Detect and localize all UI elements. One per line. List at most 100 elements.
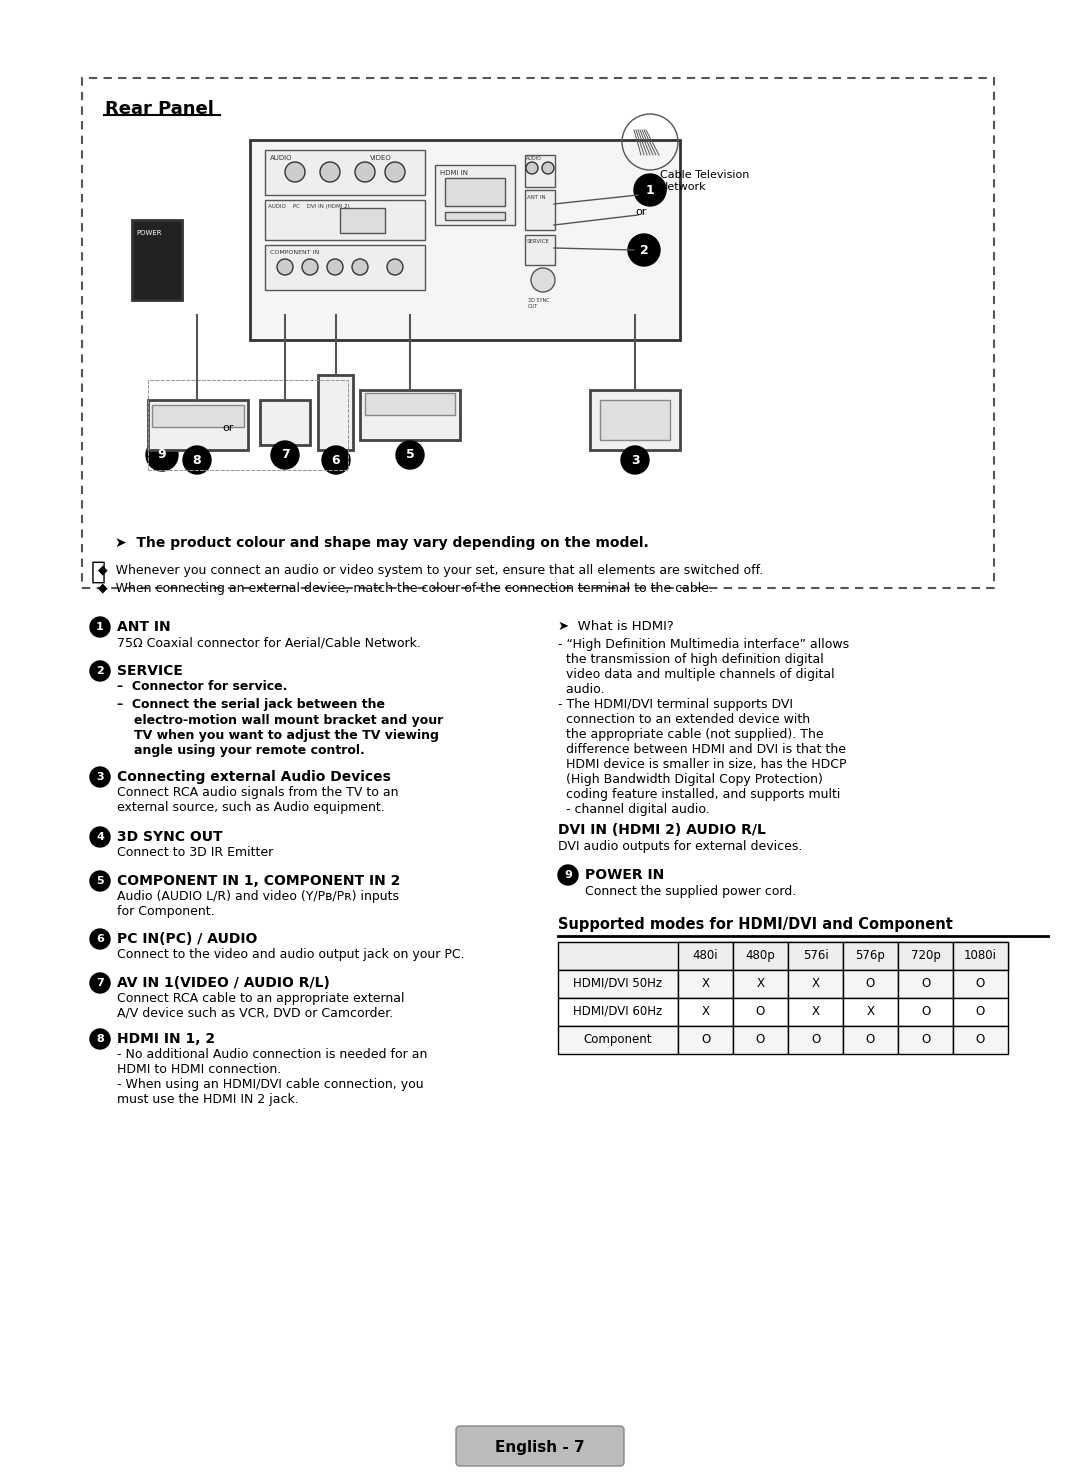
Text: Supported modes for HDMI/DVI and Component: Supported modes for HDMI/DVI and Compone… xyxy=(558,917,953,932)
Text: 2: 2 xyxy=(639,244,648,256)
Circle shape xyxy=(90,827,110,847)
Text: COMPONENT IN: COMPONENT IN xyxy=(270,250,320,254)
Text: Component: Component xyxy=(584,1032,652,1046)
Text: SERVICE: SERVICE xyxy=(527,240,550,244)
Text: 2: 2 xyxy=(96,666,104,676)
Bar xyxy=(733,942,788,970)
Bar xyxy=(148,399,248,450)
Circle shape xyxy=(621,447,649,473)
Circle shape xyxy=(542,163,554,175)
Text: Connect RCA audio signals from the TV to an: Connect RCA audio signals from the TV to… xyxy=(117,785,399,799)
Text: X: X xyxy=(811,1006,820,1018)
Text: 576p: 576p xyxy=(855,950,886,961)
Text: 3D SYNC
OUT: 3D SYNC OUT xyxy=(528,297,550,309)
Text: 5: 5 xyxy=(96,876,104,886)
Circle shape xyxy=(396,441,424,469)
Text: 9: 9 xyxy=(158,448,166,461)
Text: O: O xyxy=(866,978,875,989)
Text: 1080i: 1080i xyxy=(964,950,997,961)
Text: O: O xyxy=(811,1032,820,1046)
Text: COMPONENT IN 1, COMPONENT IN 2: COMPONENT IN 1, COMPONENT IN 2 xyxy=(117,874,401,887)
Text: electro-motion wall mount bracket and your: electro-motion wall mount bracket and yo… xyxy=(134,714,443,728)
Text: Connect the supplied power cord.: Connect the supplied power cord. xyxy=(585,884,796,898)
Text: O: O xyxy=(756,1032,765,1046)
Bar xyxy=(558,970,678,998)
Text: 8: 8 xyxy=(192,454,201,466)
Text: 480i: 480i xyxy=(692,950,718,961)
Text: (High Bandwidth Digital Copy Protection): (High Bandwidth Digital Copy Protection) xyxy=(558,774,823,785)
Text: 3D SYNC OUT: 3D SYNC OUT xyxy=(117,830,222,845)
Bar xyxy=(132,220,183,300)
Circle shape xyxy=(627,234,660,266)
Text: Connect to the video and audio output jack on your PC.: Connect to the video and audio output ja… xyxy=(117,948,464,961)
Text: must use the HDMI IN 2 jack.: must use the HDMI IN 2 jack. xyxy=(117,1093,299,1106)
Text: HDMI/DVI 50Hz: HDMI/DVI 50Hz xyxy=(573,978,662,989)
Bar xyxy=(733,998,788,1026)
Bar xyxy=(843,942,897,970)
Bar xyxy=(897,970,953,998)
Text: POWER IN: POWER IN xyxy=(585,868,664,881)
Bar xyxy=(953,998,1008,1026)
Bar xyxy=(733,1026,788,1055)
Text: X: X xyxy=(702,1006,710,1018)
Text: connection to an extended device with: connection to an extended device with xyxy=(558,713,810,726)
Bar xyxy=(558,942,1008,970)
Text: - No additional Audio connection is needed for an: - No additional Audio connection is need… xyxy=(117,1049,428,1060)
Text: ◆  Whenever you connect an audio or video system to your set, ensure that all el: ◆ Whenever you connect an audio or video… xyxy=(90,563,764,577)
Text: O: O xyxy=(866,1032,875,1046)
Text: coding feature installed, and supports multi: coding feature installed, and supports m… xyxy=(558,788,840,802)
Text: audio.: audio. xyxy=(558,683,605,697)
Circle shape xyxy=(90,973,110,992)
Text: 7: 7 xyxy=(281,448,289,461)
Bar xyxy=(265,246,426,290)
Text: O: O xyxy=(756,1006,765,1018)
Circle shape xyxy=(526,163,538,175)
Text: HDMI to HDMI connection.: HDMI to HDMI connection. xyxy=(117,1063,281,1077)
Text: A/V device such as VCR, DVD or Camcorder.: A/V device such as VCR, DVD or Camcorder… xyxy=(117,1007,393,1021)
Bar xyxy=(265,200,426,240)
Text: 1: 1 xyxy=(96,623,104,632)
Text: –  Connect the serial jack between the: – Connect the serial jack between the xyxy=(117,698,384,711)
Bar xyxy=(435,166,515,225)
Text: 1: 1 xyxy=(646,183,654,197)
Text: TV when you want to adjust the TV viewing: TV when you want to adjust the TV viewin… xyxy=(134,729,438,742)
Bar xyxy=(733,970,788,998)
Text: 3: 3 xyxy=(96,772,104,782)
Text: AUDIO    PC    DVI IN (HDMI 2): AUDIO PC DVI IN (HDMI 2) xyxy=(268,204,350,209)
Text: DVI IN (HDMI 2) AUDIO R/L: DVI IN (HDMI 2) AUDIO R/L xyxy=(558,822,766,837)
Circle shape xyxy=(302,259,318,275)
Bar xyxy=(249,141,680,340)
Bar xyxy=(260,399,310,445)
Bar xyxy=(318,376,353,450)
Text: AV IN 1(VIDEO / AUDIO R/L): AV IN 1(VIDEO / AUDIO R/L) xyxy=(117,976,329,989)
Text: ◆  When connecting an external device, match the colour of the connection termin: ◆ When connecting an external device, ma… xyxy=(90,583,713,595)
Bar xyxy=(953,942,1008,970)
Text: or: or xyxy=(222,423,233,433)
Text: difference between HDMI and DVI is that the: difference between HDMI and DVI is that … xyxy=(558,742,846,756)
Bar xyxy=(152,405,244,427)
Text: AUDIO: AUDIO xyxy=(526,155,542,161)
Text: - channel digital audio.: - channel digital audio. xyxy=(558,803,710,816)
Bar xyxy=(340,209,384,234)
Text: ANT IN: ANT IN xyxy=(527,195,545,200)
Bar xyxy=(897,1026,953,1055)
Circle shape xyxy=(90,1029,110,1049)
Text: AUDIO: AUDIO xyxy=(270,155,293,161)
Text: for Component.: for Component. xyxy=(117,905,215,918)
Text: X: X xyxy=(756,978,765,989)
Text: video data and multiple channels of digital: video data and multiple channels of digi… xyxy=(558,669,835,680)
Text: X: X xyxy=(702,978,710,989)
Text: HDMI/DVI 60Hz: HDMI/DVI 60Hz xyxy=(573,1006,663,1018)
Bar xyxy=(897,942,953,970)
Circle shape xyxy=(271,441,299,469)
Bar xyxy=(525,235,555,265)
Circle shape xyxy=(285,163,305,182)
Text: 480p: 480p xyxy=(745,950,775,961)
Bar xyxy=(788,942,843,970)
Text: 8: 8 xyxy=(96,1034,104,1044)
Text: O: O xyxy=(701,1032,711,1046)
Text: Connect RCA cable to an appropriate external: Connect RCA cable to an appropriate exte… xyxy=(117,992,405,1006)
Bar xyxy=(365,393,455,416)
Bar xyxy=(678,970,733,998)
Text: Connect to 3D IR Emitter: Connect to 3D IR Emitter xyxy=(117,846,273,859)
